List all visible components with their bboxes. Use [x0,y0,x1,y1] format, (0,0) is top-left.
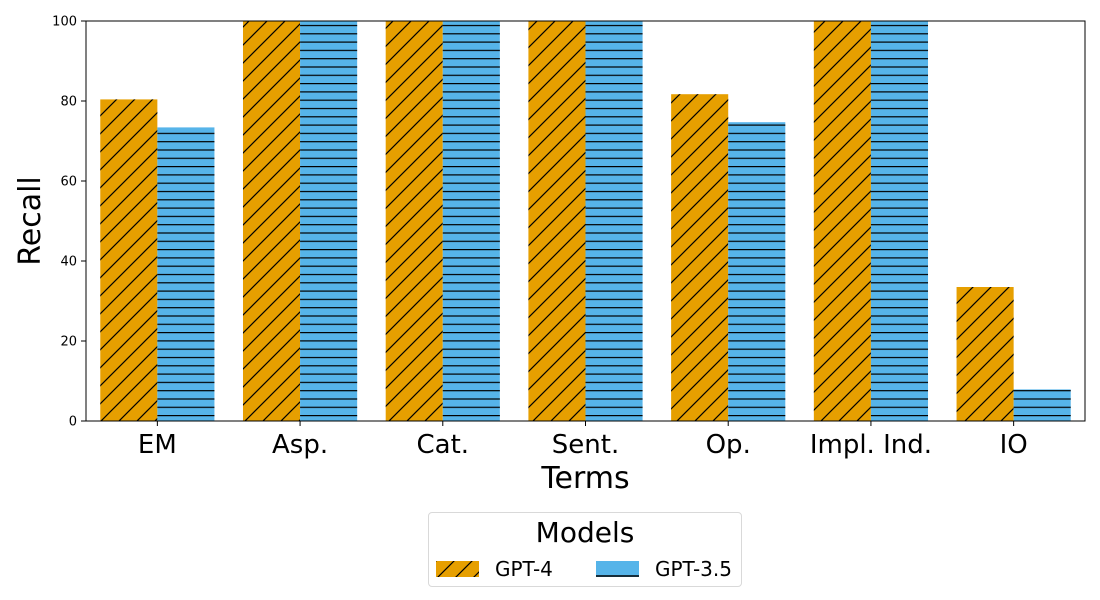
bar-gpt35-asp [300,21,358,421]
bar-gpt35-impl-ind [870,21,929,421]
y-tick-label: 80 [60,95,77,110]
bar-gpt35-em [157,127,215,422]
y-axis-label: Recall [13,176,48,266]
y-tick-label: 20 [60,335,77,350]
bar-gpt35-op [728,122,786,421]
x-tick-label: Impl. Ind. [810,430,932,460]
bar-gpt4-em [100,99,158,422]
x-tick-label: Cat. [417,430,470,460]
y-tick-label: 40 [60,255,77,270]
bar-gpt35-cat [442,21,500,421]
bars-group [100,21,1071,422]
bar-gpt4-op [671,94,729,421]
legend-item-gpt4: GPT-4 [436,557,553,581]
bar-gpt4-impl-ind [813,21,871,421]
x-tick-label: EM [138,430,177,460]
plot-frame [85,20,1086,422]
x-tick-label: Asp. [272,430,328,460]
legend-title: Models [535,516,635,549]
x-tick-label: IO [1000,430,1028,460]
legend-label-gpt35: GPT-3.5 [655,557,732,581]
legend-swatch-gpt4 [436,561,479,577]
y-tick-label: 60 [60,175,77,190]
legend-item-gpt35: GPT-3.5 [596,557,732,581]
x-axis-label: Terms [540,461,629,496]
y-tick-label: 100 [52,15,77,30]
bar-gpt4-sent [528,21,586,421]
bar-gpt4-cat [385,21,443,421]
x-tick-label: Sent. [552,430,619,460]
x-axis-ticks: EM Asp. Cat. Sent. Op. Impl. Ind. IO [138,421,1028,460]
y-axis-ticks: 0 20 40 60 80 100 [52,15,86,430]
bar-gpt35-sent [585,21,643,421]
bar-gpt4-io [956,287,1014,421]
bar-gpt4-asp [242,21,301,421]
legend: Models GPT-4 GPT-3.5 [428,512,742,587]
legend-label-gpt4: GPT-4 [495,557,553,581]
legend-swatch-gpt35 [596,561,639,577]
bar-gpt35-io [1013,389,1071,421]
y-tick-label: 0 [69,415,77,430]
x-tick-label: Op. [706,430,751,460]
